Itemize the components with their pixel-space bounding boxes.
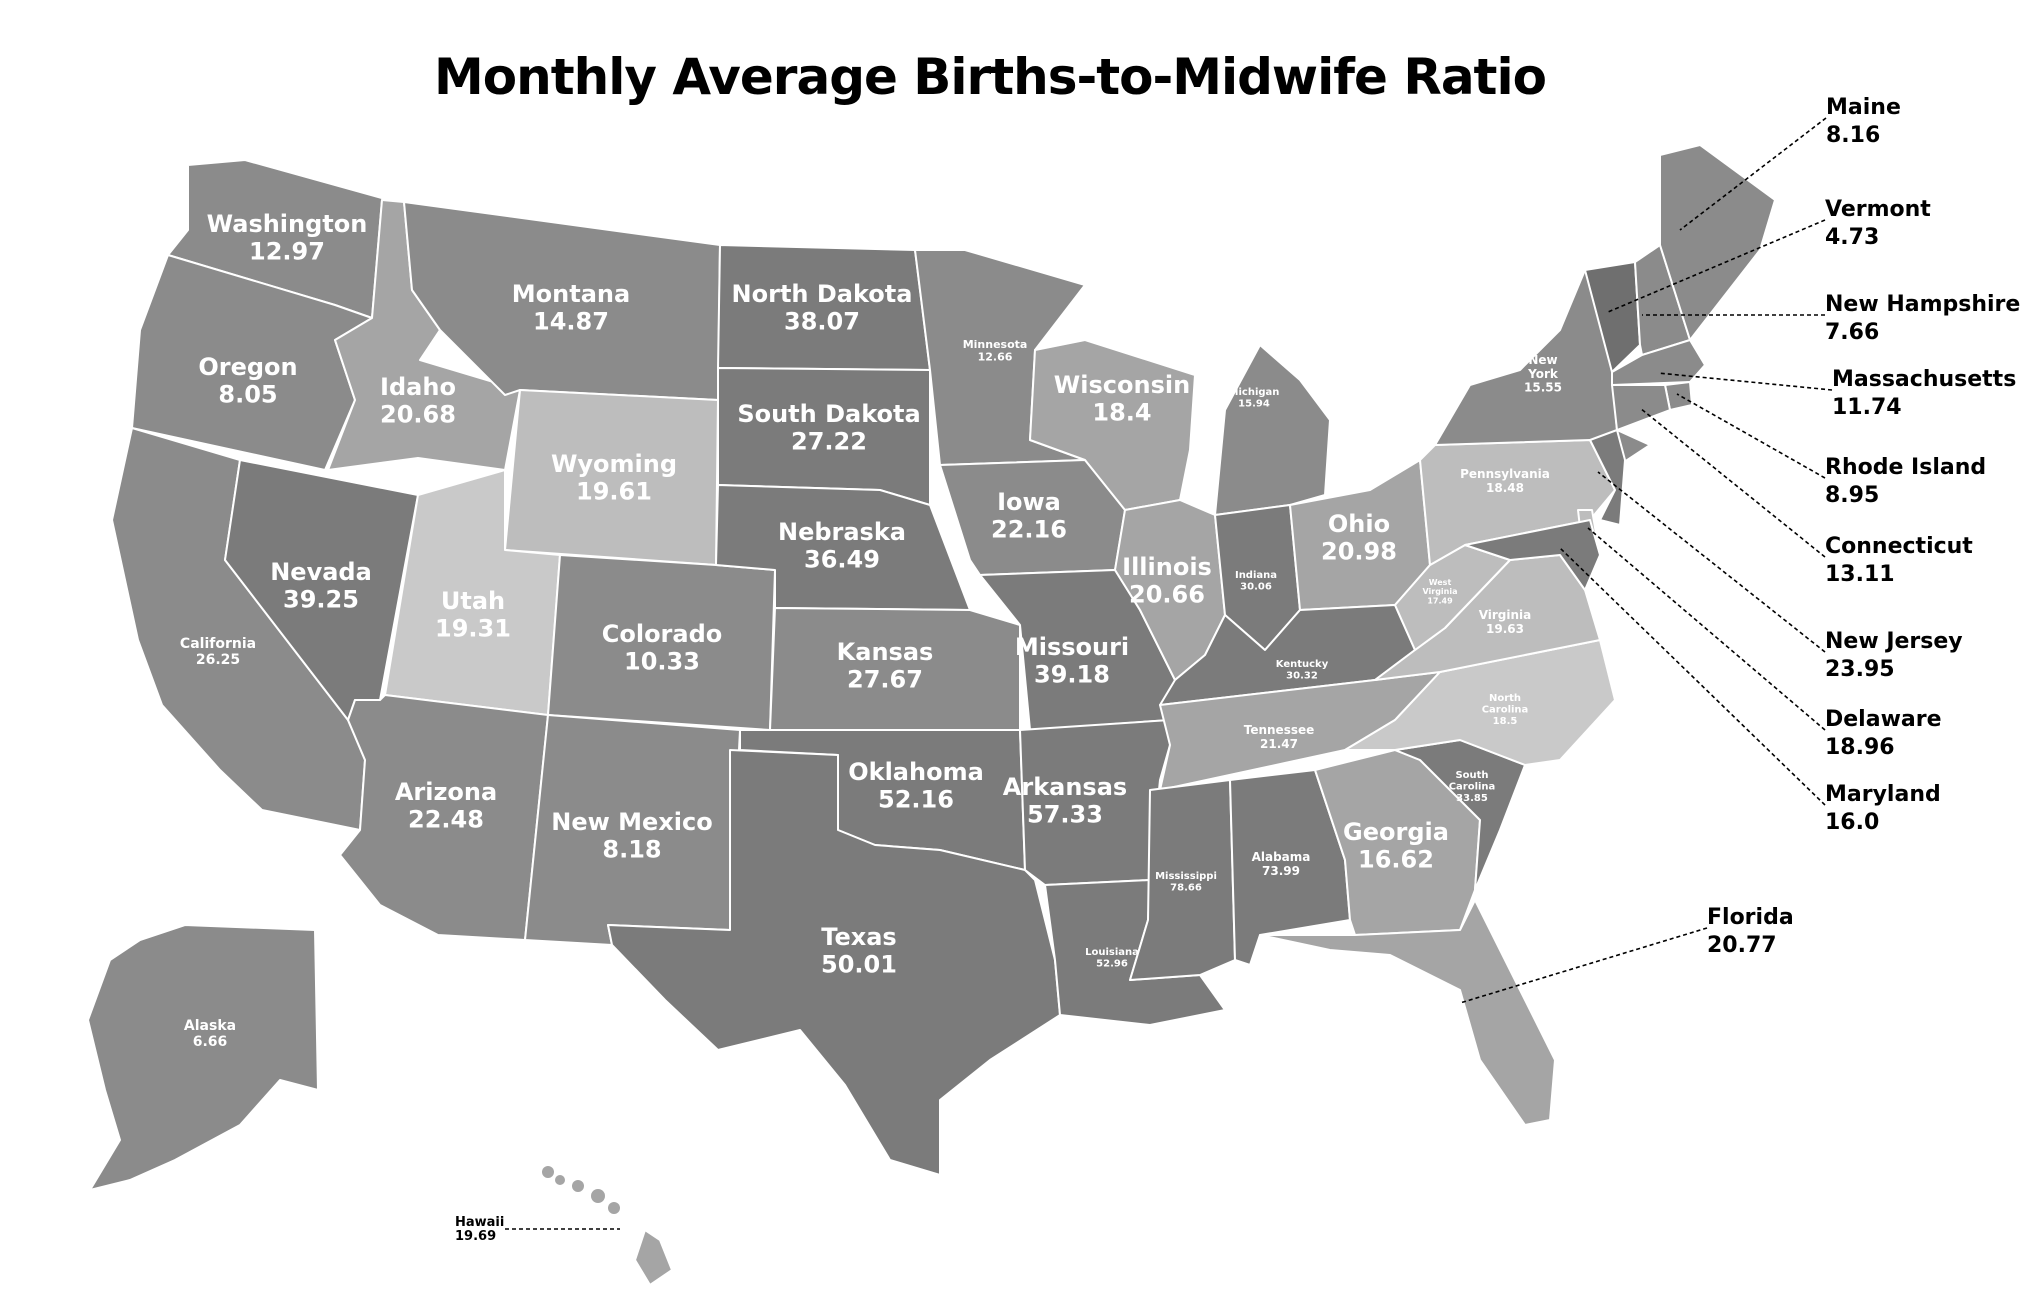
state-label-south-carolina: South Carolina 33.85 [1449,770,1496,804]
leader-line-delaware [1587,527,1826,731]
state-michigan [1214,344,1331,516]
state-label-ohio: Ohio 20.98 [1321,510,1397,566]
state-maryland [1464,519,1601,591]
state-label-tennessee: Tennessee 21.47 [1244,723,1315,751]
state-label-alaska: Alaska 6.66 [184,1018,236,1050]
callout-label-connecticut: Connecticut 13.11 [1825,534,1973,587]
state-label-alabama: Alabama 73.99 [1252,850,1311,878]
state-label-nevada: Nevada 39.25 [270,558,372,614]
state-label-north-dakota: North Dakota 38.07 [732,280,913,336]
callout-label-maryland: Maryland 16.0 [1825,782,1941,835]
state-label-mississippi: Mississippi 78.66 [1155,871,1217,894]
state-label-north-carolina: North Carolina 18.5 [1482,693,1529,727]
state-label-iowa: Iowa 22.16 [991,488,1067,544]
state-north-carolina [1344,639,1616,766]
state-hawaii [634,1229,673,1286]
state-alaska [87,924,319,1191]
callout-label-hawaii: Hawaii 19.69 [455,1215,504,1244]
state-label-kansas: Kansas 27.67 [837,638,934,694]
state-label-louisiana: Louisiana 52.96 [1085,947,1139,970]
leader-line-massachusetts [1657,372,1833,391]
state-label-south-dakota: South Dakota 27.22 [737,400,920,456]
state-connecticut [1611,384,1671,431]
state-label-new-mexico: New Mexico 8.18 [551,808,712,864]
state-label-virginia: Virginia 19.63 [1479,608,1532,636]
state-label-wisconsin: Wisconsin 18.4 [1054,371,1190,427]
state-label-washington: Washington 12.97 [207,210,368,266]
state-label-oklahoma: Oklahoma 52.16 [848,758,984,814]
state-hawaii-island [591,1189,605,1203]
leader-line-florida [1459,927,1708,1004]
callout-label-florida: Florida 20.77 [1707,905,1794,958]
state-label-colorado: Colorado 10.33 [602,620,723,676]
state-label-kentucky: Kentucky 30.32 [1276,659,1329,682]
leader-line-maryland [1559,547,1826,806]
callout-label-new-jersey: New Jersey 23.95 [1825,629,1963,682]
callout-label-delaware: Delaware 18.96 [1825,707,1942,760]
state-label-wyoming: Wyoming 19.61 [551,450,677,506]
state-label-arkansas: Arkansas 57.33 [1003,773,1127,829]
state-label-oregon: Oregon 8.05 [198,353,297,409]
state-label-georgia: Georgia 16.62 [1343,818,1449,874]
state-label-idaho: Idaho 20.68 [380,373,456,429]
state-label-west-virginia: West Virginia 17.49 [1422,578,1457,605]
state-texas [607,749,1061,1176]
state-label-montana: Montana 14.87 [512,280,630,336]
callout-label-massachusetts: Massachusetts 11.74 [1832,367,2016,420]
state-label-missouri: Missouri 39.18 [1015,633,1129,689]
callout-label-new-hampshire: New Hampshire 7.66 [1825,292,2020,345]
leader-line-vermont [1607,219,1826,313]
state-label-texas: Texas 50.01 [821,923,897,979]
leader-line-rhode-island [1676,393,1826,479]
state-hawaii-island [555,1175,565,1185]
state-label-pennsylvania: Pennsylvania 18.48 [1460,467,1550,495]
state-label-nebraska: Nebraska 36.49 [778,518,906,574]
state-label-new-york: New York 15.55 [1524,353,1562,395]
state-label-indiana: Indiana 30.06 [1235,570,1277,593]
state-label-illinois: Illinois 20.66 [1122,553,1212,609]
state-florida [1259,899,1556,1126]
state-label-minnesota: Minnesota 12.66 [963,338,1028,364]
map-title: Monthly Average Births-to-Midwife Ratio [434,48,1547,106]
callout-label-rhode-island: Rhode Island 8.95 [1825,455,1986,508]
state-hawaii-island [542,1166,554,1178]
callout-label-maine: Maine 8.16 [1826,95,1901,148]
state-kansas [769,607,1021,731]
state-label-utah: Utah 19.31 [435,587,511,643]
state-hawaii-island [572,1180,584,1192]
state-label-arizona: Arizona 22.48 [395,778,497,834]
leader-line-new-jersey [1597,471,1826,653]
callout-label-vermont: Vermont 4.73 [1825,197,1931,250]
state-label-california: California 26.25 [180,636,256,668]
leader-line-maine [1679,117,1827,231]
state-new-jersey [1589,429,1626,526]
leader-line-connecticut [1639,407,1826,558]
state-label-michigan: Michigan 15.94 [1229,387,1280,410]
state-hawaii-island [608,1202,620,1214]
